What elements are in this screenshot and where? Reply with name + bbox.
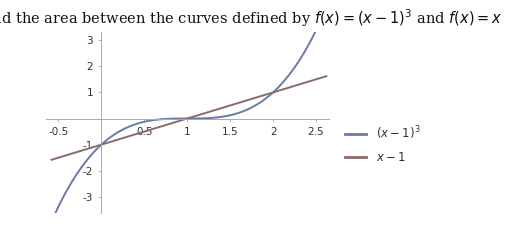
Legend: $(x-1)^3$, $x-1$: $(x-1)^3$, $x-1$ bbox=[344, 124, 420, 164]
Text: Find the area between the curves defined by $f(x) = (x-1)^3$ and $f(x) = x - 1$: Find the area between the curves defined… bbox=[0, 7, 505, 29]
